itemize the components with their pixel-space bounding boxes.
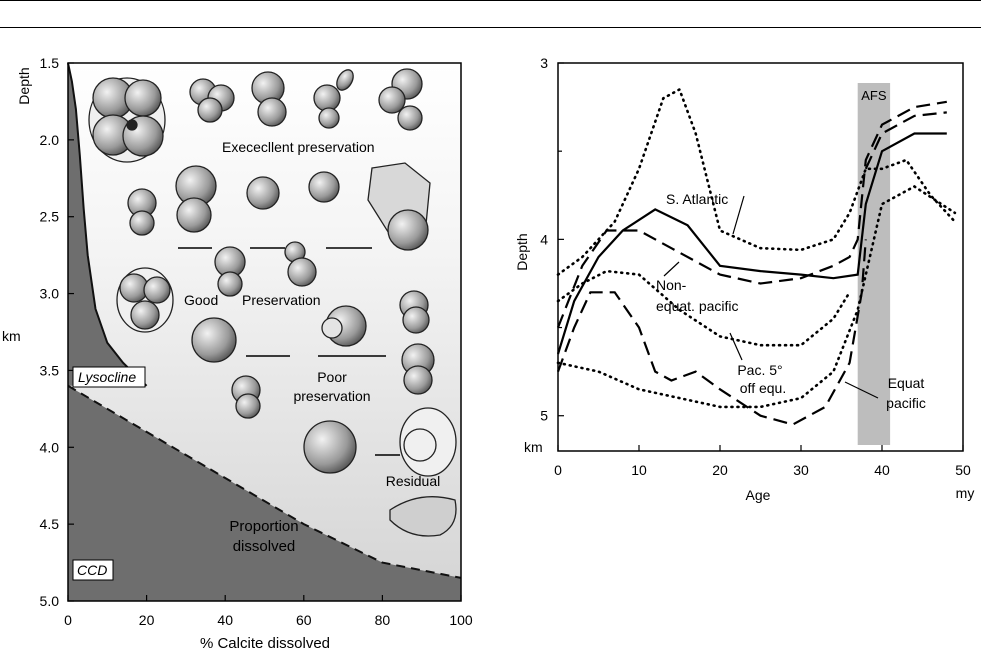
annotation-residual: Residual [386, 473, 440, 489]
right-x-tick-label: 20 [712, 462, 728, 478]
left-y-tick-label: 3.0 [40, 286, 60, 302]
right-series-lines [556, 87, 957, 426]
series-line-1 [556, 87, 957, 276]
right-plot-background [558, 63, 963, 451]
right-x-tick-label: 10 [631, 462, 647, 478]
annotation-dissolved: dissolved [233, 538, 296, 555]
label-pac5-off-equ: off equ. [740, 380, 786, 396]
left-x-axis-ticks: 0 20 40 60 80 100 [64, 595, 473, 628]
right-x-tick-label: 30 [793, 462, 809, 478]
annotation-proportion: Proportion [229, 518, 298, 535]
left-x-tick-label: 0 [64, 612, 72, 628]
left-y-tick-label: 4.5 [40, 516, 60, 532]
left-x-tick-label: 80 [375, 612, 391, 628]
label-equat-pacific: pacific [886, 395, 926, 411]
right-y-unit: km [524, 439, 543, 455]
left-y-tick-label: 3.5 [40, 362, 60, 378]
depth-age-chart: AFS 0 10 20 30 40 50 3 4 5 Depth km Age my S. A… [514, 55, 974, 503]
left-x-tick-label: 60 [296, 612, 312, 628]
annotation-lysocline: Lysocline [78, 369, 136, 385]
lysocline-label-box [72, 366, 146, 388]
right-y-axis-label: Depth [514, 233, 530, 270]
horizon-dash-lines [178, 247, 400, 456]
equat-pointer [844, 381, 879, 399]
left-y-tick-label: 4.0 [40, 439, 60, 455]
series-line-5 [556, 239, 867, 426]
right-y-tick-label: 3 [540, 55, 548, 71]
afs-label: AFS [861, 88, 887, 103]
right-y-axis-ticks: 3 4 5 [540, 55, 564, 424]
right-y-tick-label: 5 [540, 408, 548, 424]
foram-shell-icon [116, 68, 457, 537]
series-line-6 [556, 184, 957, 409]
left-y-axis-label: Depth [16, 67, 32, 104]
right-x-axis-label: Age [746, 487, 771, 503]
left-x-tick-label: 100 [449, 612, 473, 628]
right-y-tick-label: 4 [540, 231, 548, 247]
label-equat: Equat [888, 375, 925, 391]
foram-large-shell-icon [88, 77, 166, 163]
annotation-poor-preservation: preservation [293, 388, 370, 404]
right-x-unit: my [956, 485, 975, 501]
lysocline-curve [67, 62, 148, 387]
annotation-poor: Poor [317, 369, 347, 385]
left-y-tick-label: 2.5 [40, 209, 60, 225]
annotation-good: Good [184, 292, 218, 308]
right-plot-frame [557, 62, 964, 452]
annotation-ccd: CCD [77, 562, 107, 578]
right-x-axis-ticks: 0 10 20 30 40 50 [554, 445, 971, 478]
left-y-axis-ticks: 1.5 2.0 2.5 3.0 3.5 4.0 4.5 5.0 [40, 55, 74, 609]
right-x-tick-label: 0 [554, 462, 562, 478]
series-line-3 [864, 111, 947, 170]
left-plot-frame [67, 62, 462, 602]
left-y-unit: km [2, 328, 21, 344]
foraminifera-illustrations [88, 68, 457, 537]
non-equat-pointer [663, 261, 680, 277]
label-s-atlantic: S. Atlantic [666, 191, 728, 207]
series-line-4 [556, 269, 851, 347]
dissolution-chart: 0 20 40 60 80 100 1.5 2.0 2.5 3.0 3.5 4.0 4.5 5.0 De… [2, 55, 473, 650]
left-y-tick-label: 1.5 [40, 55, 60, 71]
pac5-pointer [729, 332, 743, 361]
s-atlantic-pointer [732, 195, 745, 235]
left-y-tick-label: 5.0 [40, 593, 60, 609]
left-x-tick-label: 20 [139, 612, 155, 628]
label-non-equat-pacific: equat. pacific [656, 298, 739, 314]
left-x-tick-label: 40 [217, 612, 233, 628]
dissolved-area [68, 63, 461, 601]
right-x-tick-label: 50 [955, 462, 971, 478]
annotation-preservation: Preservation [242, 292, 321, 308]
label-pac5: Pac. 5° [737, 362, 782, 378]
ccd-dashed-curve [67, 384, 462, 579]
series-line-2 [556, 100, 947, 328]
left-y-tick-label: 2.0 [40, 132, 60, 148]
right-x-tick-label: 40 [874, 462, 890, 478]
annotation-excellent: Exececllent preservation [222, 139, 375, 155]
left-x-axis-label: % Calcite dissolved [200, 635, 330, 650]
ccd-label-box [72, 559, 114, 581]
label-non-equat: Non- [656, 277, 687, 293]
